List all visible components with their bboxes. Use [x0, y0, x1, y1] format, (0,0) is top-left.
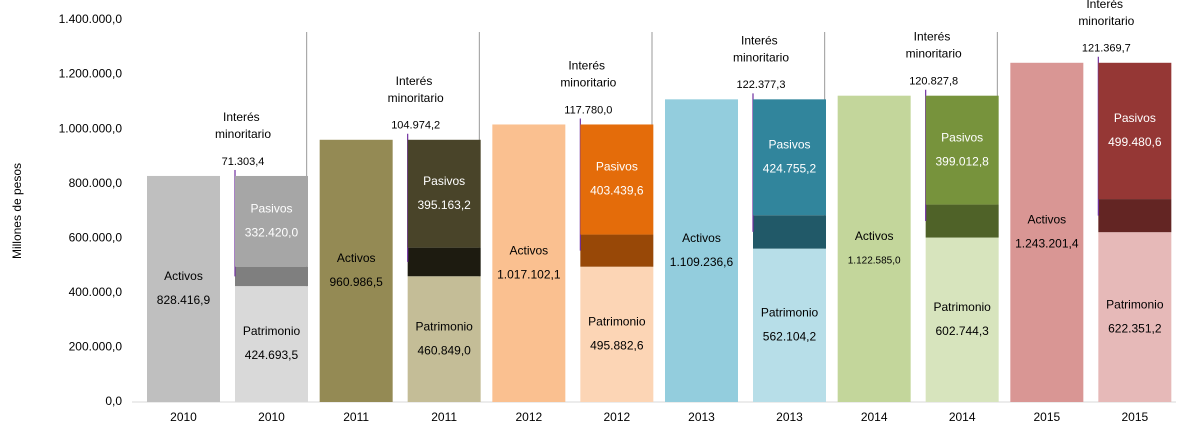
series-label: Pasivos	[423, 174, 465, 188]
value-label: 117.780,0	[564, 104, 612, 116]
y-axis-label: Millones de pesos	[10, 163, 24, 259]
bar-segment	[753, 215, 826, 249]
bar-segment	[492, 124, 566, 402]
bar-segment	[925, 204, 999, 238]
value-label: 399.012,8	[935, 154, 989, 168]
value-label: 332.420,0	[245, 225, 299, 239]
series-label: Activos	[509, 243, 548, 257]
series-label: Interés minoritario	[560, 59, 616, 90]
series-label: Pasivos	[941, 130, 983, 144]
bar-segment	[407, 139, 481, 248]
value-label: 622.351,2	[1108, 321, 1162, 335]
value-label: 120.827,8	[909, 76, 958, 88]
series-label: Interés minoritario	[1078, 0, 1134, 28]
bar-segment	[1010, 62, 1084, 402]
x-tick-label: 2014	[861, 410, 888, 424]
series-label: Pasivos	[1114, 111, 1156, 125]
bar-segment	[753, 248, 826, 402]
series-label: Interés minoritario	[388, 74, 444, 105]
series-label: Pasivos	[596, 160, 638, 174]
bar-segment	[1098, 232, 1172, 402]
bar-segment	[580, 234, 654, 267]
x-tick-label: 2014	[949, 410, 976, 424]
bar-segment	[753, 99, 826, 216]
series-label: Activos	[682, 231, 721, 245]
value-label: 395.163,2	[417, 198, 471, 212]
value-label: 104.974,2	[391, 120, 440, 132]
series-label: Activos	[164, 269, 203, 283]
value-label: 424.693,5	[245, 348, 299, 362]
series-label: Activos	[1027, 213, 1066, 227]
series-label: Pasivos	[250, 201, 292, 215]
y-tick-label: 1.200.000,0	[59, 67, 123, 81]
bar-segment	[1098, 199, 1172, 233]
bar-segment	[925, 237, 999, 402]
bar-segment	[319, 139, 393, 402]
bar-segment	[147, 175, 220, 402]
value-label: 960.986,5	[329, 275, 383, 289]
value-label: 495.882,6	[590, 339, 644, 353]
bar-segment	[665, 99, 738, 403]
x-tick-label: 2015	[1033, 410, 1060, 424]
series-label: Patrimonio	[761, 305, 819, 319]
x-tick-label: 2012	[603, 410, 630, 424]
bar-segment	[580, 266, 654, 402]
value-label: 499.480,6	[1108, 135, 1162, 149]
x-tick-label: 2013	[776, 410, 803, 424]
y-tick-label: 0,0	[105, 394, 122, 408]
series-label: Patrimonio	[933, 300, 991, 314]
bar-segment	[407, 247, 481, 277]
series-label: Patrimonio	[1106, 297, 1164, 311]
bar-segment	[580, 124, 654, 235]
series-label: Pasivos	[768, 137, 810, 151]
y-tick-label: 400.000,0	[69, 285, 123, 299]
series-label: Patrimonio	[243, 324, 301, 338]
value-label: 121.369,7	[1082, 43, 1131, 55]
y-tick-label: 1.000.000,0	[59, 121, 123, 135]
x-tick-label: 2013	[688, 410, 715, 424]
series-label: Activos	[855, 229, 894, 243]
x-tick-label: 2011	[343, 410, 369, 424]
value-label: 1.122.585,0	[848, 255, 901, 266]
series-label: Activos	[337, 251, 376, 265]
x-tick-label: 2010	[258, 410, 285, 424]
value-label: 424.755,2	[763, 161, 817, 175]
series-label: Patrimonio	[588, 315, 646, 329]
bar-segment	[837, 95, 911, 402]
bar-segment	[1098, 62, 1172, 200]
y-tick-label: 800.000,0	[69, 176, 123, 190]
bar-segment	[407, 276, 481, 402]
value-label: 828.416,9	[157, 293, 211, 307]
bar-segment	[235, 286, 308, 402]
x-tick-label: 2012	[515, 410, 542, 424]
value-label: 460.849,0	[417, 343, 471, 357]
series-label: Interés minoritario	[215, 110, 271, 141]
series-label: Interés minoritario	[733, 34, 789, 65]
value-label: 1.243.201,4	[1015, 237, 1079, 251]
y-tick-label: 600.000,0	[69, 230, 123, 244]
series-label: Patrimonio	[415, 319, 473, 333]
bar-segment	[925, 95, 999, 205]
y-tick-label: 200.000,0	[69, 340, 123, 354]
bar-segment	[235, 175, 308, 267]
x-tick-label: 2010	[170, 410, 197, 424]
value-label: 71.303,4	[222, 156, 265, 168]
bar-segment	[235, 266, 308, 287]
value-label: 1.109.236,6	[670, 255, 734, 269]
value-label: 602.744,3	[935, 324, 989, 338]
value-label: 403.439,6	[590, 184, 644, 198]
value-label: 562.104,2	[763, 329, 817, 343]
x-tick-label: 2011	[431, 410, 457, 424]
y-tick-label: 1.400.000,0	[59, 12, 123, 26]
value-label: 1.017.102,1	[497, 267, 561, 281]
value-label: 122.377,3	[737, 79, 786, 91]
series-label: Interés minoritario	[906, 30, 962, 61]
x-tick-label: 2015	[1121, 410, 1148, 424]
